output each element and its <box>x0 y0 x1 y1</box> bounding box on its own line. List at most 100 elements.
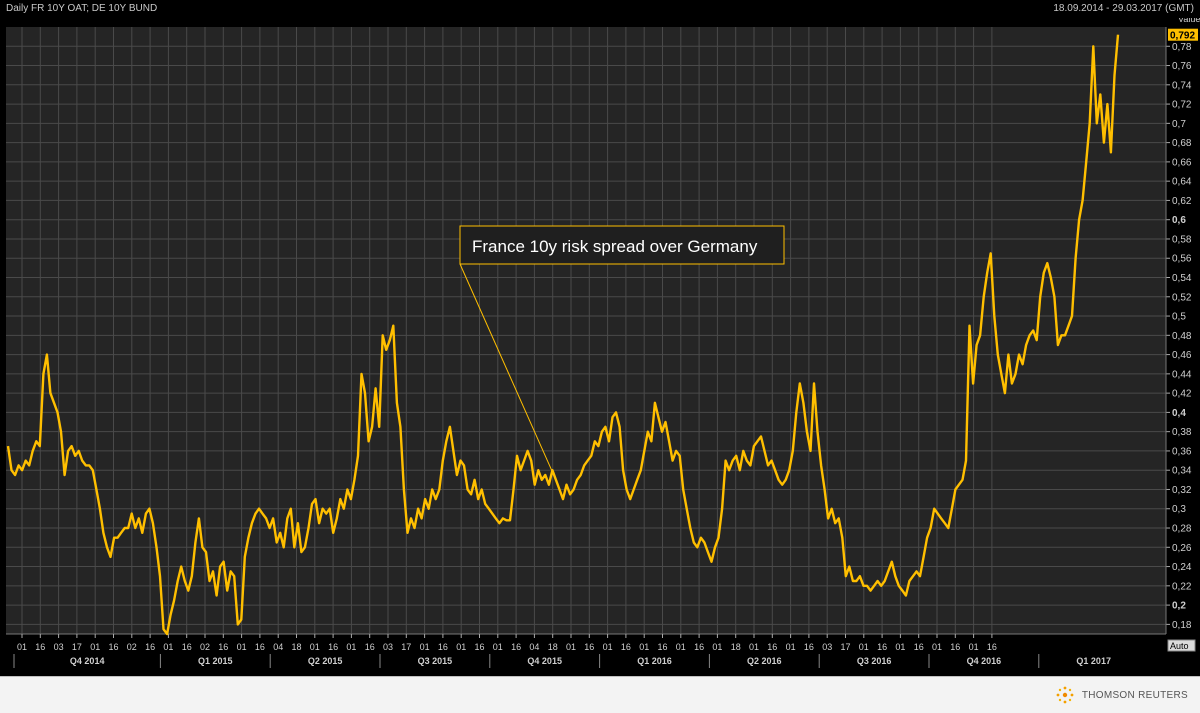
y-tick-label: 0,62 <box>1172 196 1192 207</box>
y-tick-label: 0,46 <box>1172 350 1192 361</box>
y-tick-label: 0,66 <box>1172 157 1192 168</box>
x-tick-label: 04 <box>529 642 539 652</box>
y-tick-label: 0,26 <box>1172 543 1192 554</box>
x-tick-label: 16 <box>474 642 484 652</box>
x-tick-label: 03 <box>383 642 393 652</box>
chart-header-bar: Daily FR 10Y OAT; DE 10Y BUND 18.09.2014… <box>0 0 1200 18</box>
y-tick-label: 0,4 <box>1172 408 1186 419</box>
spread-line-chart: 0,78 0,76 0,74 0,72 0,7 0,68 0,66 0,64 0,62 0,6 0,… <box>6 18 1200 668</box>
x-tick-label: 01 <box>237 642 247 652</box>
x-tick-label: 16 <box>218 642 228 652</box>
x-tick-label: 16 <box>767 642 777 652</box>
x-tick-label: 01 <box>639 642 649 652</box>
y-tick-label: 0,7 <box>1172 119 1186 130</box>
quarter-label: Q4 2015 <box>527 656 562 666</box>
quarter-label: Q2 2016 <box>747 656 782 666</box>
annotation-box <box>459 225 785 265</box>
x-tick-label: 01 <box>456 642 466 652</box>
x-tick-label: 16 <box>584 642 594 652</box>
y-tick-label: 0,56 <box>1172 254 1192 265</box>
x-tick-label: 16 <box>877 642 887 652</box>
x-tick-label: 02 <box>127 642 137 652</box>
x-tick-label: 01 <box>786 642 796 652</box>
annotation-text: France 10y risk spread over Germany <box>472 237 758 256</box>
date-range: 18.09.2014 - 29.03.2017 (GMT) <box>1053 3 1194 14</box>
y-tick-label: 0,76 <box>1172 61 1192 72</box>
quarter-label: Q4 2016 <box>967 656 1002 666</box>
y-tick-label: 0,34 <box>1172 466 1192 477</box>
y-tick-label: 0,32 <box>1172 485 1192 496</box>
y-tick-label: 0,52 <box>1172 292 1192 303</box>
last-value-box <box>1168 28 1198 41</box>
quarter-label: Q4 2014 <box>70 656 105 666</box>
y-tick-label: 0,54 <box>1172 273 1192 284</box>
plot-area <box>6 27 1166 634</box>
x-tick-label: 04 <box>273 642 283 652</box>
x-tick-label: 01 <box>749 642 759 652</box>
x-tick-label: 16 <box>108 642 118 652</box>
footer-bar: THOMSON REUTERS <box>0 676 1200 713</box>
x-tick-label: 01 <box>346 642 356 652</box>
y-tick-label: 0,72 <box>1172 100 1192 111</box>
x-tick-label: 01 <box>163 642 173 652</box>
y-tick-label: 0,44 <box>1172 369 1192 380</box>
y-tick-label: 0,5 <box>1172 312 1186 323</box>
thomson-reuters-logo: THOMSON REUTERS <box>1054 684 1188 706</box>
x-tick-label: 01 <box>17 642 27 652</box>
y-tick-label: 0,36 <box>1172 446 1192 457</box>
series-layer <box>6 34 1120 636</box>
quarter-label: Q1 2015 <box>198 656 233 666</box>
x-tick-label: 01 <box>566 642 576 652</box>
x-tick-label: 01 <box>676 642 686 652</box>
brand-name: THOMSON REUTERS <box>1081 689 1188 701</box>
auto-scale-label: Auto <box>1170 641 1189 651</box>
x-tick-label: 03 <box>54 642 64 652</box>
x-tick-label: 16 <box>35 642 45 652</box>
x-tick-label: 18 <box>548 642 558 652</box>
x-tick-label: 16 <box>987 642 997 652</box>
x-tick-label: 16 <box>950 642 960 652</box>
x-tick-label: 16 <box>328 642 338 652</box>
x-tick-label: 16 <box>804 642 814 652</box>
y-tick-label: 0,28 <box>1172 524 1192 535</box>
x-tick-label: 01 <box>712 642 722 652</box>
quarter-label: Q3 2016 <box>857 656 892 666</box>
y-tick-label: 0,3 <box>1172 504 1186 515</box>
x-tick-label: 16 <box>694 642 704 652</box>
quarter-label: Q1 2017 <box>1076 656 1111 666</box>
quarter-label: Q2 2015 <box>308 656 343 666</box>
y-tick-label: 0,74 <box>1172 80 1192 91</box>
last-value-label: 0,792 <box>1170 31 1195 42</box>
x-tick-label: 01 <box>420 642 430 652</box>
y-tick-label: 0,22 <box>1172 581 1192 592</box>
y-tick-label: 0,58 <box>1172 234 1192 245</box>
y-tick-label: 0,42 <box>1172 389 1192 400</box>
x-tick-label: 18 <box>731 642 741 652</box>
x-tick-label: 16 <box>657 642 667 652</box>
x-tick-label: 01 <box>90 642 100 652</box>
y-axis-header: Value <box>1178 18 1200 24</box>
y-tick-label: 0,6 <box>1172 215 1186 226</box>
x-tick-label: 18 <box>291 642 301 652</box>
y-tick-label: 0,48 <box>1172 331 1192 342</box>
x-tick-label: 01 <box>310 642 320 652</box>
x-tick-label: 16 <box>145 642 155 652</box>
x-tick-label: 01 <box>969 642 979 652</box>
x-tick-label: 17 <box>840 642 850 652</box>
x-tick-label: 16 <box>621 642 631 652</box>
x-tick-label: 03 <box>822 642 832 652</box>
spread-series-line <box>6 34 1120 636</box>
x-tick-label: 01 <box>932 642 942 652</box>
y-tick-label: 0,18 <box>1172 620 1192 631</box>
x-tick-label: 02 <box>200 642 210 652</box>
chart-title: Daily FR 10Y OAT; DE 10Y BUND <box>6 3 158 14</box>
x-tick-label: 16 <box>511 642 521 652</box>
gridlines <box>6 27 1166 634</box>
x-tick-label: 01 <box>859 642 869 652</box>
y-tick-label: 0,68 <box>1172 138 1192 149</box>
x-axis: 01 16 03 17 01 16 02 16 01 16 02 16 01 16 04 18 01 16 01 16… <box>6 633 1166 668</box>
x-tick-label: 01 <box>493 642 503 652</box>
x-tick-label: 01 <box>895 642 905 652</box>
reuters-dot-icon <box>1056 686 1074 704</box>
x-tick-label: 16 <box>438 642 448 652</box>
